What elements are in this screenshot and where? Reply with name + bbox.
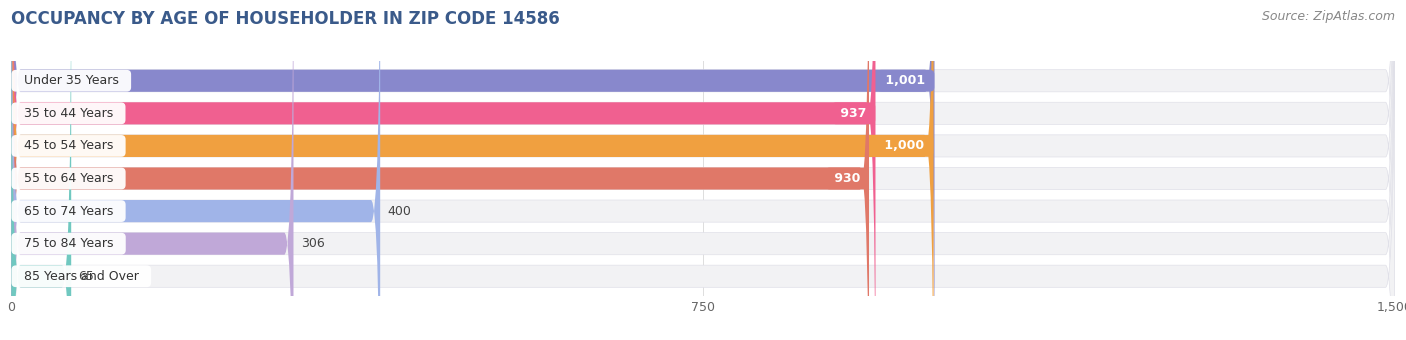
FancyBboxPatch shape [11, 0, 294, 340]
FancyBboxPatch shape [11, 0, 72, 340]
Text: 35 to 44 Years: 35 to 44 Years [15, 107, 121, 120]
Text: 85 Years and Over: 85 Years and Over [15, 270, 146, 283]
Text: 1,000: 1,000 [880, 139, 929, 152]
FancyBboxPatch shape [11, 0, 934, 340]
Text: 55 to 64 Years: 55 to 64 Years [15, 172, 121, 185]
FancyBboxPatch shape [11, 0, 935, 340]
FancyBboxPatch shape [11, 0, 1395, 340]
FancyBboxPatch shape [11, 0, 869, 340]
Text: OCCUPANCY BY AGE OF HOUSEHOLDER IN ZIP CODE 14586: OCCUPANCY BY AGE OF HOUSEHOLDER IN ZIP C… [11, 10, 560, 28]
Text: Source: ZipAtlas.com: Source: ZipAtlas.com [1261, 10, 1395, 23]
FancyBboxPatch shape [11, 0, 1395, 340]
FancyBboxPatch shape [11, 0, 1395, 340]
FancyBboxPatch shape [11, 0, 1395, 340]
Text: Under 35 Years: Under 35 Years [15, 74, 127, 87]
Text: 45 to 54 Years: 45 to 54 Years [15, 139, 121, 152]
Text: 75 to 84 Years: 75 to 84 Years [15, 237, 121, 250]
Text: 937: 937 [837, 107, 870, 120]
FancyBboxPatch shape [11, 0, 1395, 340]
Text: 306: 306 [301, 237, 325, 250]
Text: 930: 930 [830, 172, 865, 185]
FancyBboxPatch shape [11, 0, 876, 340]
Text: 400: 400 [388, 205, 412, 218]
Text: 65: 65 [79, 270, 94, 283]
FancyBboxPatch shape [11, 0, 1395, 340]
Text: 1,001: 1,001 [882, 74, 929, 87]
Text: 65 to 74 Years: 65 to 74 Years [15, 205, 121, 218]
FancyBboxPatch shape [11, 0, 1395, 340]
FancyBboxPatch shape [11, 0, 380, 340]
